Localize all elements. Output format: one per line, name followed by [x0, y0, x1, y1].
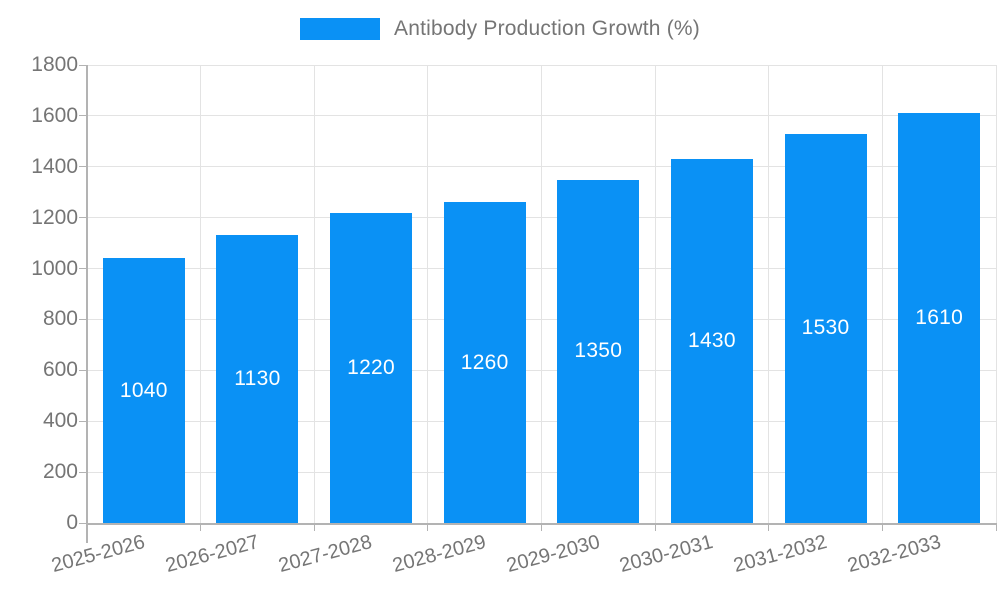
x-axis-tick [200, 523, 202, 531]
bar: 1530 [784, 133, 867, 523]
gridline-vertical [541, 65, 542, 523]
gridline-vertical [995, 65, 997, 523]
bar-value-label: 1260 [460, 350, 509, 374]
bar: 1260 [443, 202, 526, 523]
y-axis-tick-label: 400 [42, 409, 78, 433]
x-axis-tick-label: 2029-2030 [503, 531, 603, 578]
y-axis-tick [79, 64, 87, 66]
y-axis-tick-label: 1000 [31, 256, 78, 280]
y-axis-tick-label: 800 [42, 307, 78, 331]
y-axis-tick-label: 1800 [31, 53, 78, 76]
y-axis-tick [79, 522, 87, 524]
gridline-vertical [768, 65, 770, 523]
legend-swatch [300, 18, 381, 40]
y-axis-tick [79, 268, 87, 270]
y-axis-tick-label: 600 [42, 358, 78, 382]
gridline-vertical [654, 65, 656, 523]
bar: 1040 [102, 258, 185, 523]
y-axis-tick [79, 166, 87, 168]
y-axis-tick [79, 318, 87, 320]
y-axis-tick-label: 1600 [31, 103, 78, 127]
bar-value-label: 1350 [574, 339, 623, 363]
bar-value-label: 1530 [801, 316, 850, 340]
x-axis-tick [768, 523, 770, 531]
x-axis-tick [86, 523, 88, 531]
y-axis-tick [79, 217, 87, 219]
bar: 1430 [670, 159, 753, 523]
bar-value-label: 1220 [347, 355, 396, 379]
legend[interactable]: Antibody Production Growth (%) [0, 17, 1000, 41]
bar: 1610 [898, 113, 981, 523]
x-axis-tick [881, 523, 883, 531]
y-axis-tick [79, 115, 87, 117]
x-axis-tick-label: 2026-2027 [163, 531, 262, 578]
y-axis-tick [79, 420, 87, 422]
gridline-vertical [313, 65, 315, 523]
x-axis-tick-label: 2025-2026 [49, 531, 148, 578]
x-axis-tick-label: 2032-2033 [844, 531, 943, 578]
y-axis-tick [79, 471, 87, 473]
bar: 1130 [216, 235, 299, 523]
x-axis-tick [541, 523, 542, 531]
bar-value-label: 1040 [119, 378, 168, 402]
bar-value-label: 1430 [687, 329, 736, 353]
x-axis-tick-label: 2031-2032 [731, 531, 830, 578]
bar: 1350 [557, 179, 640, 523]
x-axis-tick-label: 2028-2029 [390, 531, 489, 578]
gridline-vertical [427, 65, 429, 523]
y-axis-tick-label: 0 [66, 511, 78, 534]
y-axis-tick-label: 1200 [31, 205, 78, 229]
x-axis-tick [654, 523, 656, 531]
bar-value-label: 1610 [915, 306, 964, 330]
plot-area: 1040 1130 1220 1260 1350 1430 1530 1610 [86, 64, 997, 543]
bar-value-label: 1130 [234, 367, 281, 391]
x-axis-tick [313, 523, 315, 531]
x-axis-tick-label: 2030-2031 [617, 531, 716, 578]
y-axis-tick-label: 1400 [31, 154, 78, 178]
legend-label: Antibody Production Growth (%) [394, 17, 700, 40]
y-axis-line [86, 65, 88, 543]
gridline-vertical [200, 65, 202, 523]
x-axis-tick-label: 2027-2028 [276, 531, 375, 578]
x-axis-tick [995, 523, 997, 531]
y-axis-tick [79, 369, 87, 371]
gridline-vertical [881, 65, 883, 523]
x-axis-tick [427, 523, 429, 531]
y-axis-tick-label: 200 [42, 460, 78, 484]
bar: 1220 [330, 212, 413, 523]
